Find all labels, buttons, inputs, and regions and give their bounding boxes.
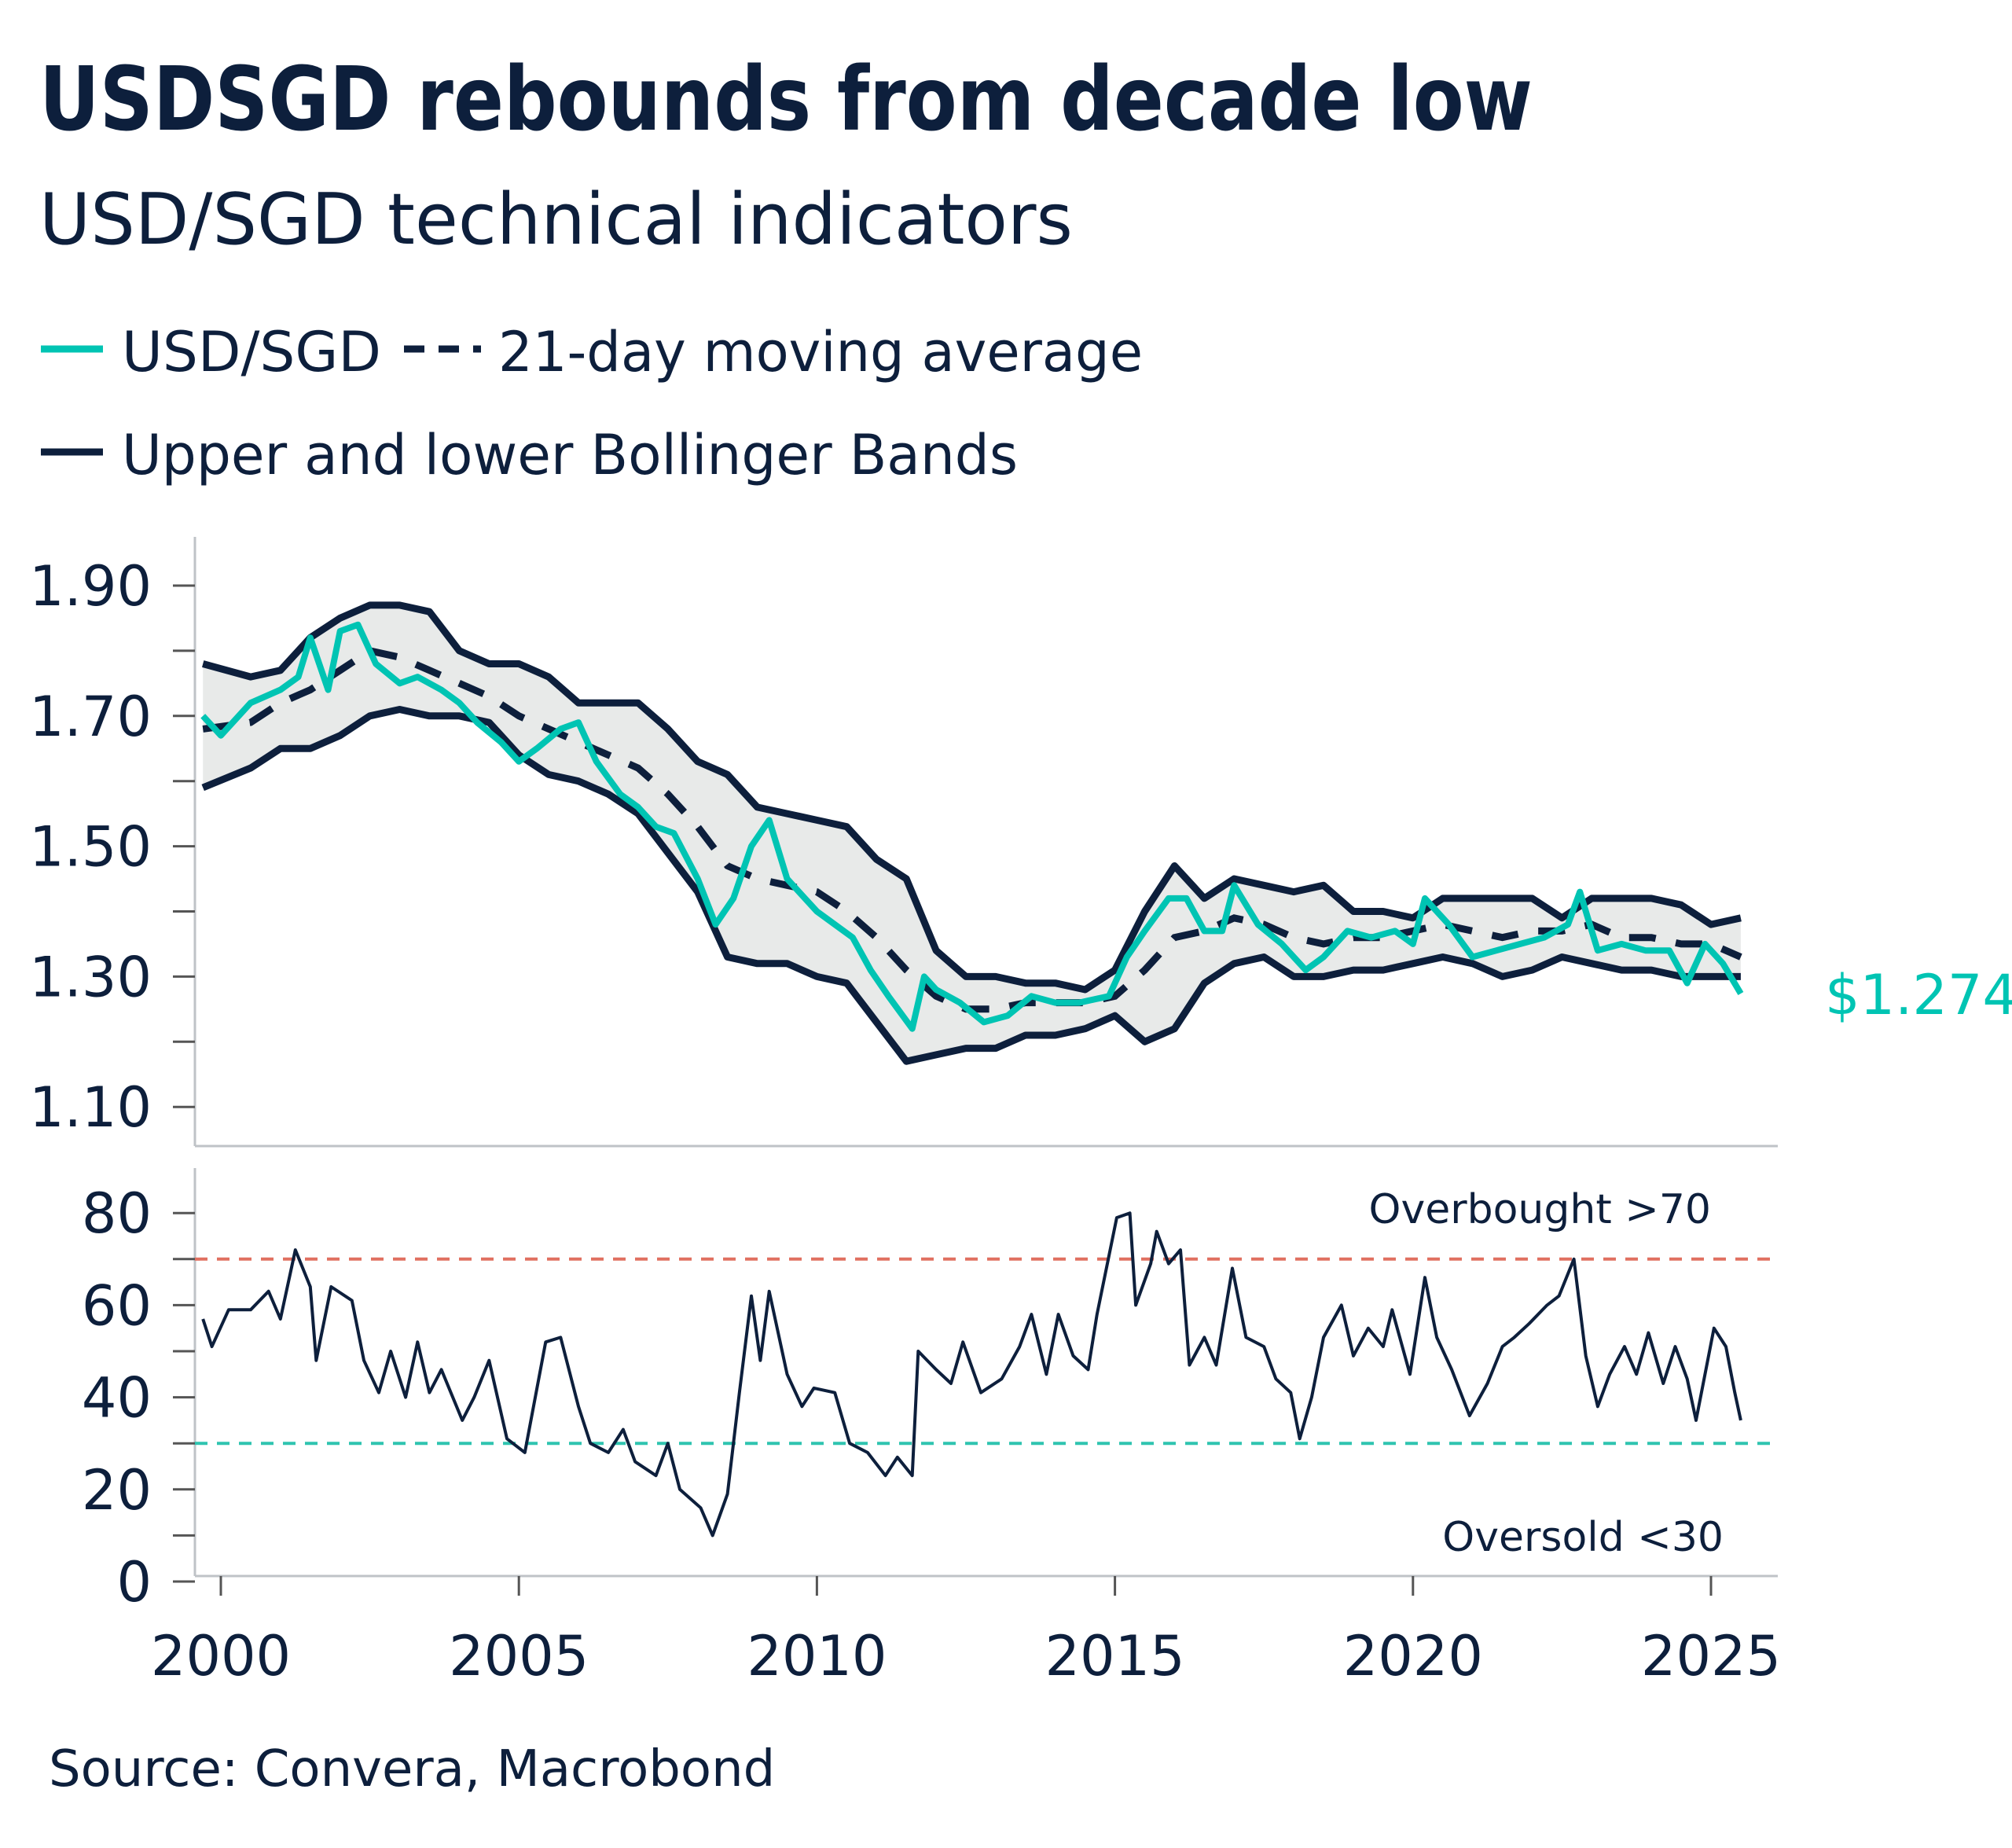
source-note: Source: Convera, Macrobond [49, 1740, 775, 1798]
rsi-y-tick-label: 40 [82, 1366, 152, 1431]
moving-average-line [202, 647, 1742, 1013]
rsi-line [201, 1211, 1742, 1538]
x-tick-label: 2025 [1641, 1624, 1781, 1688]
x-tick-label: 2015 [1045, 1624, 1185, 1688]
y-tick-label: 1.70 [29, 685, 152, 749]
x-tick-label: 2000 [151, 1624, 291, 1688]
rsi-panel: 80 60 40 20 0 2000 2005 2010 2015 2020 2025 Overbou… [82, 1168, 1781, 1688]
legend-label-usdsgd: USD/SGD [122, 320, 381, 384]
legend-label-bollinger: Upper and lower Bollinger Bands [122, 423, 1018, 487]
y-tick-label: 1.30 [29, 945, 152, 1009]
last-value-label: $1.274 [1825, 963, 2012, 1027]
y-tick-label: 1.50 [29, 815, 152, 880]
chart-subtitle: USD/SGD technical indicators [39, 178, 1073, 261]
legend-label-moving-average: 21-day moving average [498, 320, 1143, 384]
rsi-y-tick-label: 80 [82, 1181, 152, 1246]
chart-title: USDSGD rebounds from decade low [39, 49, 1533, 151]
x-tick-label: 2005 [449, 1624, 589, 1688]
rsi-y-tick-label: 20 [82, 1458, 152, 1523]
y-tick-label: 1.10 [29, 1075, 152, 1140]
y-tick-label: 1.90 [29, 554, 152, 619]
threshold-label: Overbought >70 [1369, 1186, 1711, 1233]
rsi-y-tick-label: 0 [116, 1550, 152, 1615]
threshold-label: Oversold <30 [1442, 1514, 1724, 1561]
x-tick-label: 2010 [747, 1624, 887, 1688]
bollinger-band-fill [203, 604, 1741, 1062]
price-panel: 1.90 1.70 1.50 1.30 1.10 [29, 537, 1778, 1148]
legend: USD/SGD 21-day moving average Upper and … [41, 320, 1143, 487]
upper-bollinger-band-line [202, 601, 1742, 994]
rsi-y-tick-label: 60 [82, 1273, 152, 1338]
usdsgd-line [200, 621, 1744, 1032]
x-tick-label: 2020 [1343, 1624, 1483, 1688]
